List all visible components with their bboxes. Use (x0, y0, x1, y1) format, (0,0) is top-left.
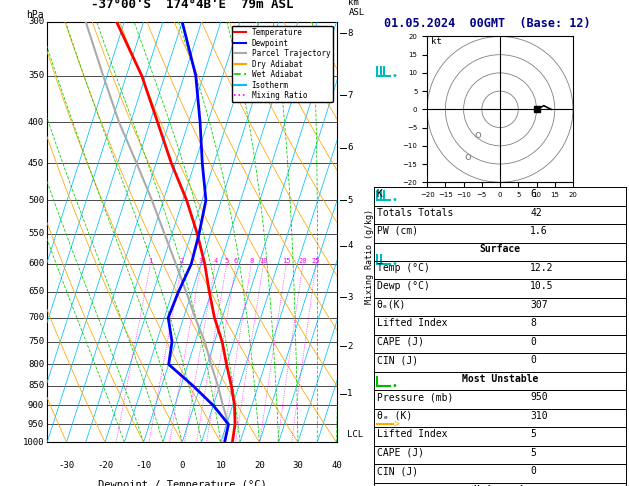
Text: θₑ (K): θₑ (K) (377, 411, 412, 421)
Text: 850: 850 (28, 381, 44, 390)
Text: -20: -20 (97, 461, 113, 470)
Text: Temp (°C): Temp (°C) (377, 263, 430, 273)
Text: 950: 950 (28, 420, 44, 429)
Text: 10: 10 (215, 461, 226, 470)
Text: •: • (391, 70, 397, 81)
Text: 1000: 1000 (23, 438, 44, 447)
Text: CIN (J): CIN (J) (377, 355, 418, 365)
Text: 307: 307 (530, 300, 548, 310)
Text: 3: 3 (347, 293, 353, 302)
Text: 300: 300 (28, 17, 44, 26)
Text: CIN (J): CIN (J) (377, 466, 418, 476)
Text: 0: 0 (530, 466, 536, 476)
Text: -10: -10 (136, 461, 152, 470)
Text: km
ASL: km ASL (348, 0, 365, 17)
Text: 750: 750 (28, 337, 44, 347)
Text: 6: 6 (234, 258, 238, 264)
Text: hPa: hPa (26, 10, 44, 20)
Text: PW (cm): PW (cm) (377, 226, 418, 236)
Legend: Temperature, Dewpoint, Parcel Trajectory, Dry Adiabat, Wet Adiabat, Isotherm, Mi: Temperature, Dewpoint, Parcel Trajectory… (232, 26, 333, 103)
Text: Pressure (mb): Pressure (mb) (377, 392, 453, 402)
Text: 500: 500 (28, 196, 44, 205)
Text: o: o (464, 152, 470, 162)
Text: 4: 4 (347, 242, 353, 250)
Text: o: o (475, 130, 482, 140)
Text: Lifted Index: Lifted Index (377, 429, 447, 439)
Text: 5: 5 (225, 258, 229, 264)
Text: 25: 25 (312, 258, 320, 264)
Text: CAPE (J): CAPE (J) (377, 448, 424, 458)
Text: 01.05.2024  00GMT  (Base: 12): 01.05.2024 00GMT (Base: 12) (384, 17, 591, 30)
Text: 5: 5 (347, 196, 353, 205)
Text: 650: 650 (28, 287, 44, 296)
Text: •: • (391, 381, 397, 391)
Text: 350: 350 (28, 71, 44, 80)
Text: 8: 8 (249, 258, 253, 264)
Text: 4: 4 (213, 258, 218, 264)
Text: 600: 600 (28, 260, 44, 268)
Text: 1: 1 (148, 258, 153, 264)
Text: 20: 20 (299, 258, 307, 264)
Text: 10.5: 10.5 (530, 281, 554, 292)
Text: -30: -30 (58, 461, 74, 470)
Text: 700: 700 (28, 313, 44, 322)
Text: 8: 8 (530, 318, 536, 329)
Text: 6: 6 (530, 189, 536, 199)
Text: 40: 40 (331, 461, 342, 470)
Text: Surface: Surface (479, 244, 521, 255)
Text: Dewpoint / Temperature (°C): Dewpoint / Temperature (°C) (98, 480, 267, 486)
Text: LCL: LCL (347, 431, 364, 439)
Text: 5: 5 (530, 429, 536, 439)
Text: 0: 0 (530, 337, 536, 347)
Text: Hodograph: Hodograph (474, 485, 526, 486)
Text: >: > (393, 419, 399, 429)
Text: •: • (391, 259, 397, 269)
Text: Lifted Index: Lifted Index (377, 318, 447, 329)
Text: 2: 2 (347, 342, 353, 351)
Text: 10: 10 (259, 258, 268, 264)
Text: 310: 310 (530, 411, 548, 421)
Text: 5: 5 (530, 448, 536, 458)
Text: 450: 450 (28, 159, 44, 168)
Text: θₑ(K): θₑ(K) (377, 300, 406, 310)
Text: 12.2: 12.2 (530, 263, 554, 273)
Text: 8: 8 (347, 29, 353, 38)
Text: 30: 30 (292, 461, 303, 470)
Text: 1: 1 (347, 389, 353, 398)
Text: Totals Totals: Totals Totals (377, 208, 453, 218)
Text: Most Unstable: Most Unstable (462, 374, 538, 384)
Text: 900: 900 (28, 401, 44, 410)
Text: 6: 6 (347, 143, 353, 152)
Text: 400: 400 (28, 118, 44, 127)
Text: 0: 0 (530, 355, 536, 365)
Text: •: • (391, 195, 397, 205)
Text: 3: 3 (199, 258, 203, 264)
Text: kt: kt (431, 37, 442, 46)
Text: 1.6: 1.6 (530, 226, 548, 236)
Text: 0: 0 (179, 461, 185, 470)
Text: 15: 15 (282, 258, 291, 264)
Text: 2: 2 (180, 258, 184, 264)
Text: Mixing Ratio (g/kg): Mixing Ratio (g/kg) (365, 209, 374, 304)
Text: 550: 550 (28, 229, 44, 238)
Text: 950: 950 (530, 392, 548, 402)
Text: 42: 42 (530, 208, 542, 218)
Text: 20: 20 (254, 461, 265, 470)
Text: 7: 7 (347, 90, 353, 100)
Text: -37°00'S  174°4B'E  79m ASL: -37°00'S 174°4B'E 79m ASL (91, 0, 293, 11)
Text: 800: 800 (28, 360, 44, 369)
Text: CAPE (J): CAPE (J) (377, 337, 424, 347)
Text: K: K (377, 189, 382, 199)
Text: Dewp (°C): Dewp (°C) (377, 281, 430, 292)
